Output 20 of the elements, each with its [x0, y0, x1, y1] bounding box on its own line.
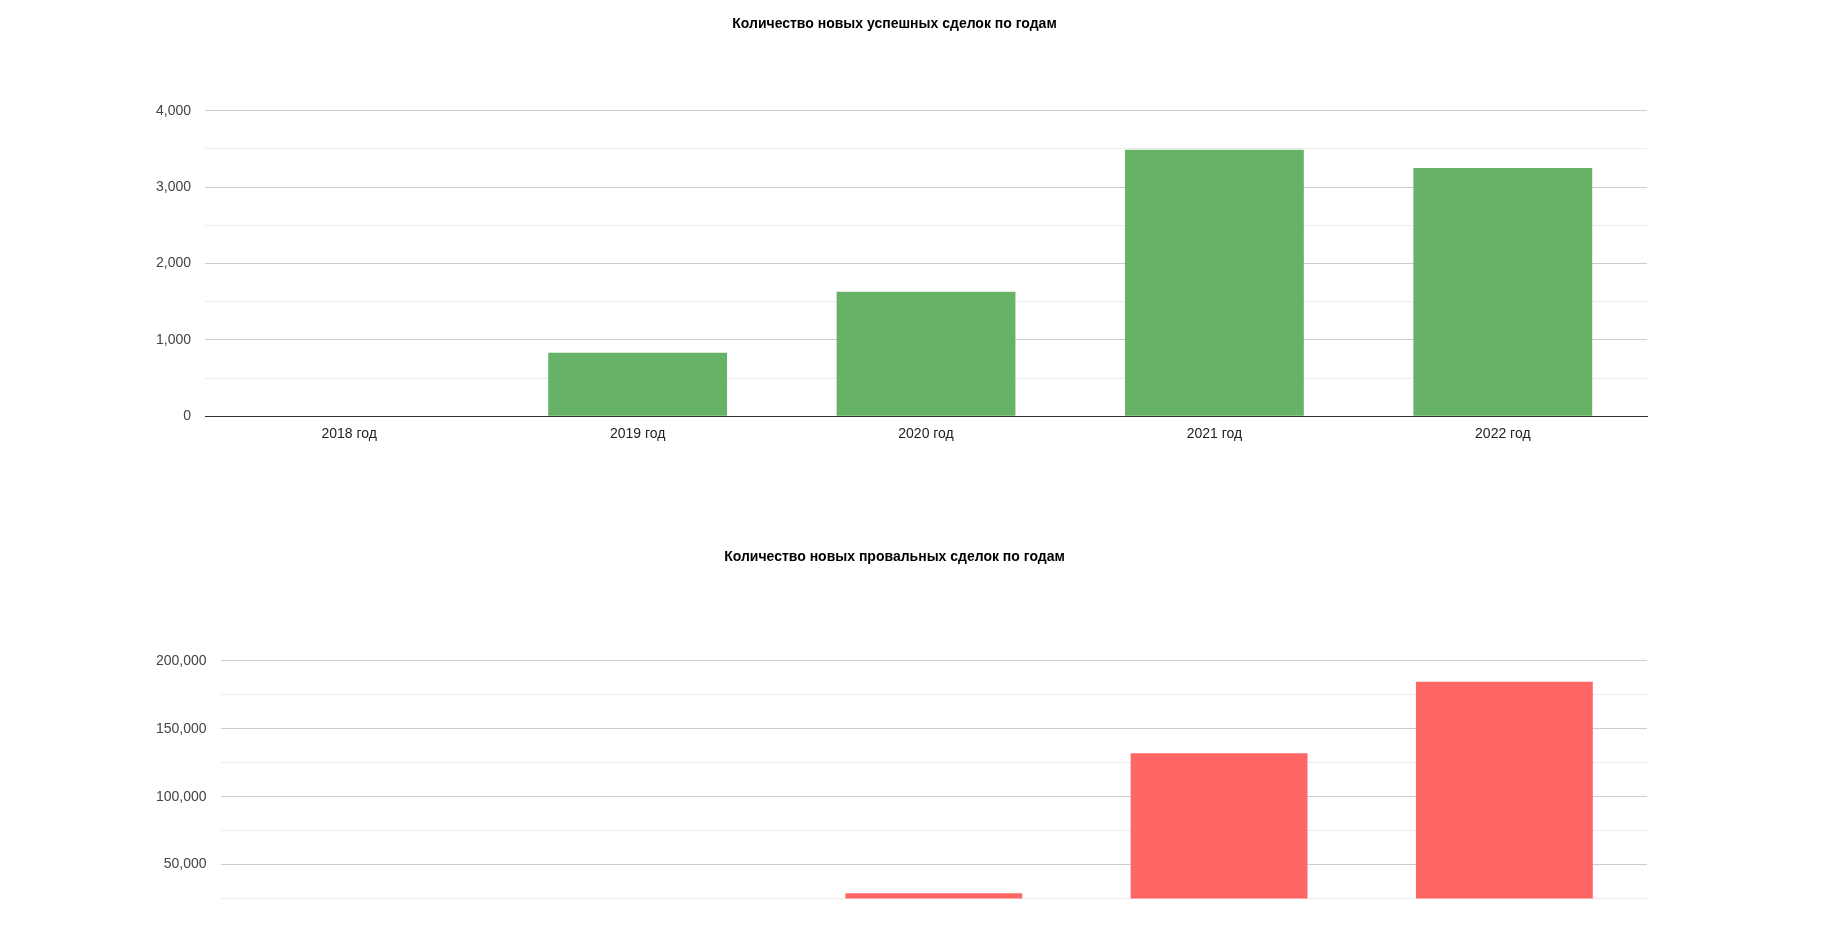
y-tick-label: 150,000 — [156, 719, 207, 736]
y-tick-label: 100,000 — [156, 787, 207, 804]
y-tick-label: 1,000 — [155, 330, 192, 347]
y-tick-label: 200,000 — [156, 651, 207, 668]
y-tick-label: 50,000 — [163, 855, 207, 872]
y-tick-label: 0 — [183, 407, 192, 424]
x-tick-label: 2021 год — [1186, 425, 1243, 442]
chart-title: Количество новых провальных сделок по годам — [724, 548, 1065, 565]
y-tick-label: 4,000 — [155, 101, 192, 118]
x-tick-label: 2018 год — [321, 425, 377, 442]
bar — [836, 291, 1016, 416]
y-tick-label: 2,000 — [155, 254, 192, 271]
y-tick-label: 3,000 — [155, 178, 192, 195]
x-tick-label: 2022 год — [1475, 425, 1531, 442]
bar — [1413, 168, 1593, 416]
x-tick-label: 2019 год — [609, 425, 666, 442]
bar — [1125, 149, 1304, 416]
x-tick-label: 2020 год — [898, 425, 954, 442]
chart-title: Количество новых успешных сделок по годам — [732, 15, 1057, 32]
bar — [548, 352, 728, 416]
